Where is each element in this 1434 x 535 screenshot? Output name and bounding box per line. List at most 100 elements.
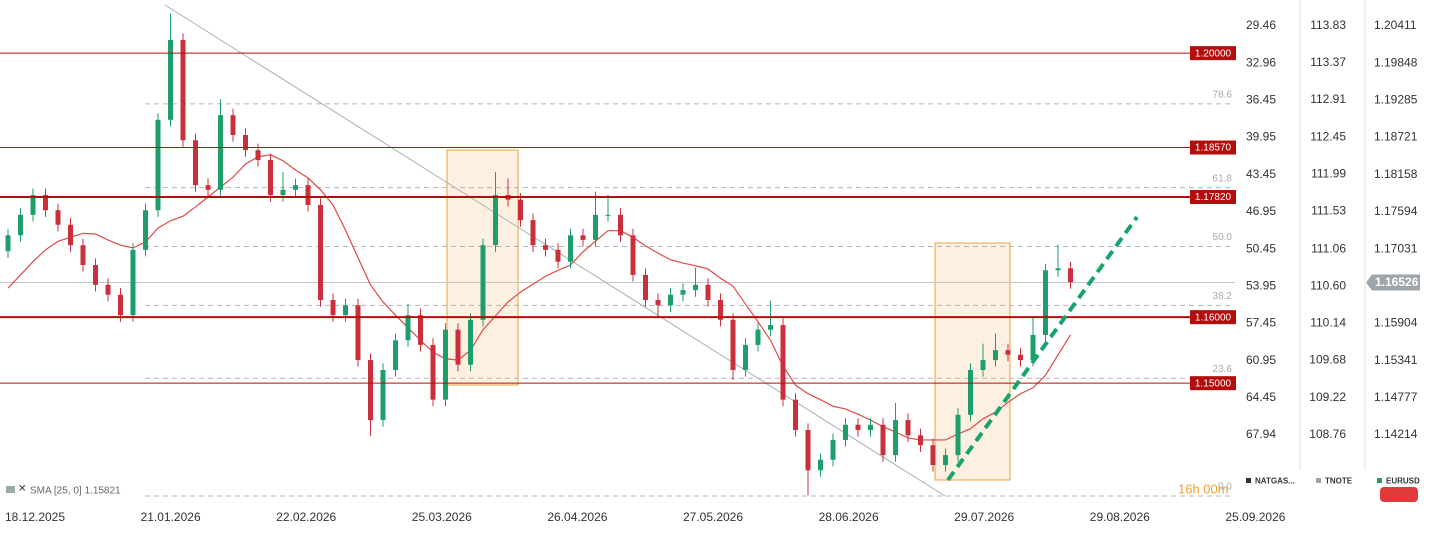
y-tick-label: 1.14777 [1374,390,1418,404]
candle-body [743,344,748,370]
candle-body [180,39,186,141]
candle-body [493,195,498,246]
y-tick-label: 1.19285 [1374,93,1418,107]
y-tick-label: 32.96 [1246,55,1276,69]
candle-body [380,369,386,421]
trend-line [164,4,946,497]
level-label: 1.16000 [1195,312,1232,323]
candle-body [855,424,861,431]
candle-body [818,459,823,471]
candle-body [768,325,773,330]
y-tick-label: 29.46 [1246,18,1276,32]
candle-body [668,294,673,306]
candle-body [555,249,561,262]
candle-body [793,399,798,431]
candle-body [905,420,911,436]
candle-body [43,195,48,211]
x-tick-label: 22.02.2026 [276,510,336,524]
level-label-box [1190,190,1236,205]
candle-body [580,235,586,240]
y-tick-label: 60.95 [1246,353,1276,367]
candle-body [1055,268,1061,271]
y-tick-label: 1.15904 [1374,316,1418,330]
candle-body [780,325,786,400]
level-label-box [1190,376,1236,391]
candle-body [680,290,686,295]
candle-body [705,284,711,300]
candle-body [918,435,923,446]
y-tick-label: 111.53 [1311,203,1346,217]
indicator-icons: ✕ [6,484,26,495]
y-tick-label: 111.06 [1311,241,1346,255]
candle-body [430,344,436,400]
legend-swatch [1316,478,1321,483]
legend-label: TNOTE [1325,477,1353,486]
x-tick-label: 21.01.2026 [141,510,201,524]
current-price-label: 1.16526 [1375,275,1419,289]
candle-body [318,204,323,300]
y-tick-label: 112.45 [1310,129,1346,143]
countdown: 16h 00m [1178,481,1229,496]
y-tick-label: 110.60 [1310,278,1346,292]
candle-body [93,265,98,285]
candle-body [593,214,598,240]
candle-body [693,284,698,291]
candle-body [143,210,148,250]
icon: ✕ [18,484,26,495]
y-tick-label: 1.19848 [1374,55,1418,69]
candle-body [293,185,298,190]
sma-legend: SMA [25, 0] 1.15821 [30,486,121,497]
level-label-box [1190,46,1236,61]
candle-body [443,329,448,400]
candle-body [643,274,648,300]
candle-body [1005,350,1011,355]
candle-body [955,414,961,456]
candle-body [205,185,211,190]
legend-label: NATGAS... [1255,477,1295,486]
level-label-box [1190,310,1236,325]
x-tick-label: 28.06.2026 [819,510,879,524]
trade-button[interactable] [1380,487,1418,502]
candle-body [393,340,398,370]
candle-body [455,329,461,365]
candle-body [530,220,536,246]
candle-body [1043,270,1048,335]
candle-body [30,195,36,215]
candle-body [630,235,636,275]
y-tick-label: 36.45 [1246,93,1276,107]
candle-body [568,235,573,262]
x-tick-label: 26.04.2026 [547,510,607,524]
y-tick-label: 46.95 [1246,204,1276,218]
candle-body [518,199,523,221]
y-tick-label: 50.45 [1246,241,1276,255]
candle-body [730,319,736,370]
candle-body [118,294,123,316]
fib-label: 78.6 [1213,89,1233,100]
candle-body [268,160,273,196]
candle-body [543,245,548,250]
candle-body [280,189,286,196]
candle-body [480,245,486,320]
candle-body [893,420,898,456]
candle-body [55,210,61,225]
candle-body [230,115,236,135]
y-tick-label: 108.76 [1309,427,1346,441]
y-tick-label: 1.18158 [1374,167,1418,181]
legend-swatch [1377,478,1382,483]
candle-body [868,424,873,431]
candle-body [968,369,973,415]
candle-body [1018,354,1023,361]
x-tick-label: 25.03.2026 [412,510,472,524]
y-tick-label: 109.68 [1309,353,1346,367]
fib-label: 0.0 [1218,482,1232,493]
candle-body [930,445,936,466]
candle-body [830,439,836,460]
y-tick-label: 112.91 [1310,92,1346,106]
y-tick-label: 53.95 [1246,279,1276,293]
candle-body [330,300,336,316]
y-tick-label: 43.45 [1246,167,1276,181]
candle-body [618,214,623,236]
y-tick-label: 113.37 [1310,55,1346,69]
candle-body [193,140,198,186]
x-tick-label: 25.09.2026 [1225,510,1285,524]
